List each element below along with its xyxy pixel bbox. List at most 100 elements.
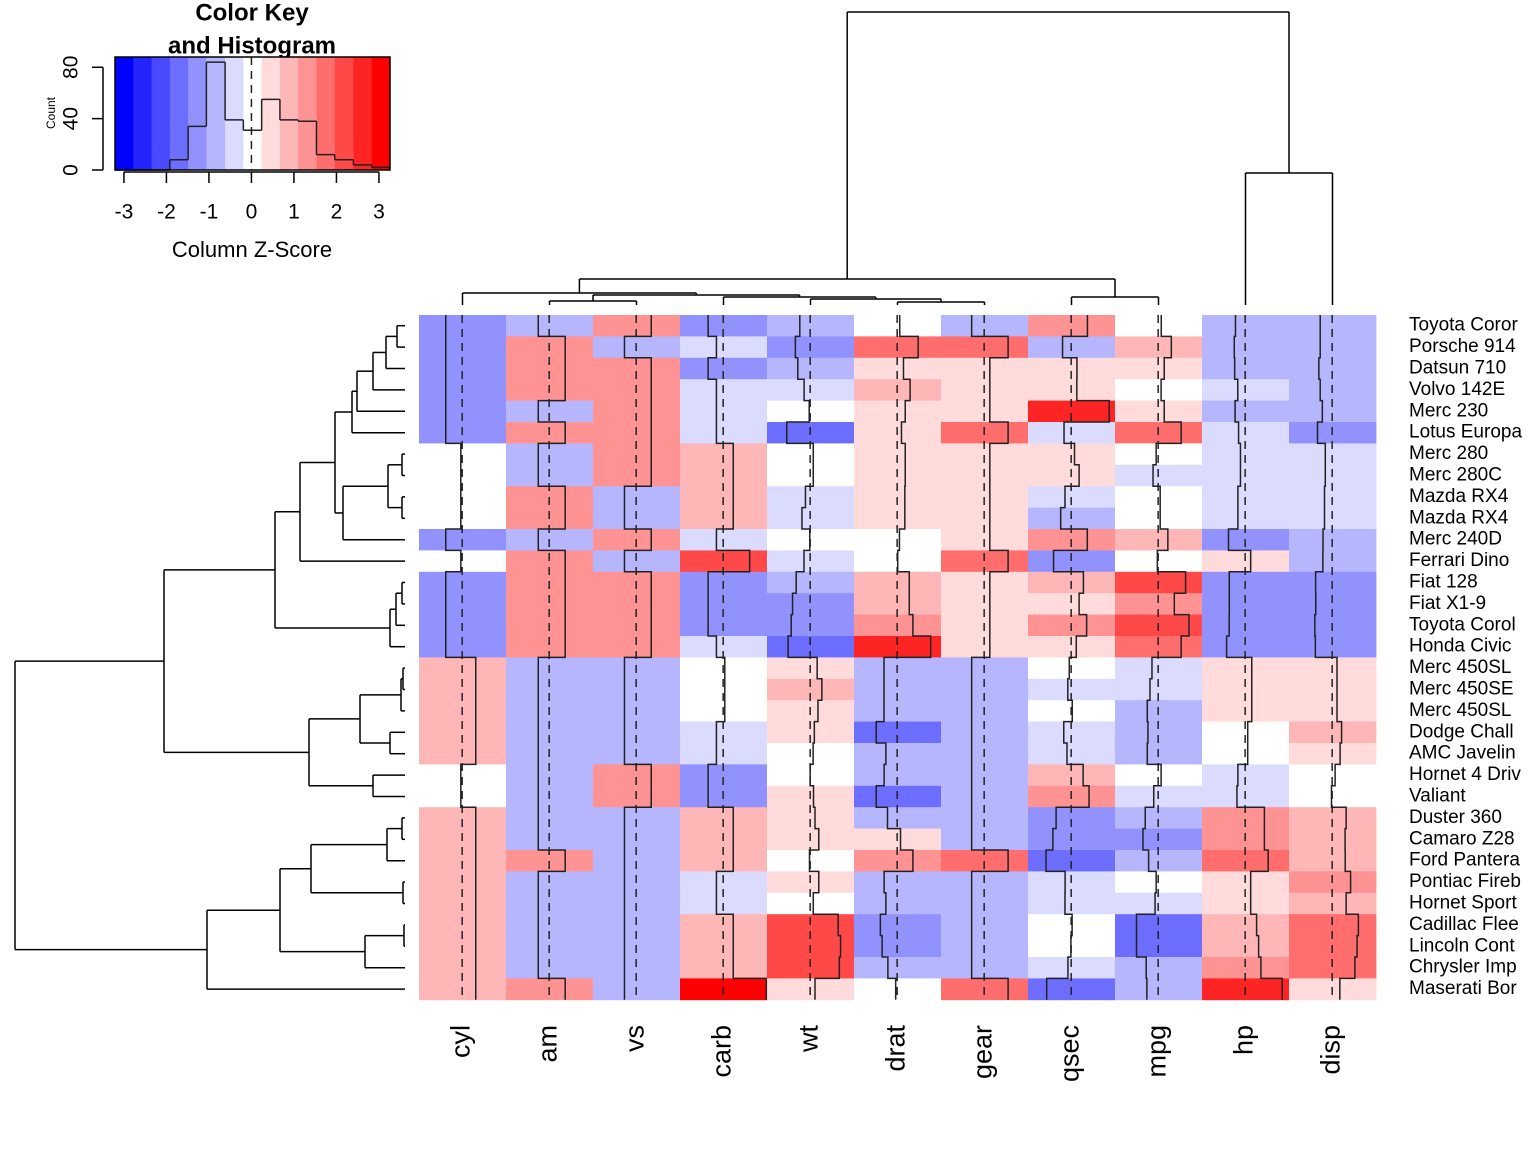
heatmap-cell bbox=[506, 957, 594, 979]
heatmap-cell bbox=[1028, 550, 1116, 573]
key-y-label: Count bbox=[44, 96, 58, 129]
column-label: gear bbox=[968, 1025, 998, 1079]
heatmap-cell bbox=[1115, 850, 1203, 872]
heatmap-cell bbox=[680, 357, 768, 380]
heatmap-cell bbox=[419, 357, 507, 380]
heatmap-cell bbox=[767, 678, 855, 701]
heatmap-cell bbox=[593, 636, 681, 658]
heatmap-cell bbox=[767, 357, 855, 380]
heatmap-cell bbox=[680, 593, 768, 615]
row-label: Merc 450SL bbox=[1409, 700, 1511, 721]
row-label: AMC Javelin bbox=[1409, 743, 1516, 764]
heatmap-cell bbox=[1115, 443, 1203, 466]
key-title: Color Key bbox=[195, 0, 309, 26]
column-label: mpg bbox=[1142, 1025, 1172, 1078]
heatmap-cell bbox=[767, 550, 855, 573]
key-title: and Histogram bbox=[168, 32, 336, 59]
heatmap-cell bbox=[1028, 357, 1116, 380]
heatmap-cell bbox=[767, 850, 855, 872]
column-trace bbox=[623, 315, 652, 1000]
heatmap-cell bbox=[1202, 807, 1290, 829]
heatmap-cell bbox=[680, 914, 768, 936]
heatmap-cell bbox=[941, 357, 1029, 380]
key-color bbox=[115, 57, 134, 170]
row-label: Mazda RX4 bbox=[1409, 507, 1509, 528]
heatmap-cell bbox=[1115, 957, 1203, 979]
row-label: Honda Civic bbox=[1409, 636, 1511, 657]
heatmap-cell bbox=[680, 764, 768, 787]
heatmap-cell bbox=[854, 400, 942, 423]
heatmap-cell bbox=[593, 957, 681, 979]
heatmap-cell bbox=[1202, 636, 1290, 658]
heatmap-cell bbox=[1115, 593, 1203, 615]
row-label: Duster 360 bbox=[1409, 807, 1502, 828]
heatmap-cell bbox=[854, 315, 942, 337]
key-color bbox=[371, 57, 391, 170]
heatmap-cell bbox=[1115, 764, 1203, 787]
heatmap-cell bbox=[419, 550, 507, 573]
heatmap-cell bbox=[1202, 550, 1290, 573]
heatmap-cell bbox=[1115, 357, 1203, 380]
column-label: drat bbox=[881, 1025, 911, 1072]
key-color bbox=[353, 57, 373, 170]
heatmap-cell bbox=[419, 593, 507, 615]
column-trace bbox=[970, 315, 1009, 1000]
heatmap-cell bbox=[419, 957, 507, 979]
heatmap-cell bbox=[593, 850, 681, 872]
heatmap-cell bbox=[1028, 764, 1116, 787]
heatmap-cell bbox=[593, 678, 681, 701]
row-label: Ferrari Dino bbox=[1409, 550, 1509, 571]
heatmap-cell bbox=[506, 636, 594, 658]
heatmap-cell bbox=[506, 678, 594, 701]
key-x-tick-label: -2 bbox=[157, 201, 176, 224]
row-label: Lotus Europa bbox=[1409, 422, 1522, 443]
heatmap-cell bbox=[1115, 550, 1203, 573]
heatmap-cell bbox=[941, 315, 1029, 337]
row-label: Toyota Corol bbox=[1409, 614, 1516, 635]
heatmap-cell bbox=[1028, 957, 1116, 979]
row-label: Volvo 142E bbox=[1409, 379, 1505, 400]
heatmap-cell bbox=[1028, 850, 1116, 872]
heatmap-cell bbox=[854, 914, 942, 936]
key-x-tick-label: -1 bbox=[200, 201, 219, 224]
heatmap-cell bbox=[1202, 400, 1290, 423]
heatmap-cell bbox=[1289, 550, 1377, 573]
heatmap-cell bbox=[680, 678, 768, 701]
column-trace bbox=[537, 315, 566, 1000]
column-label: am bbox=[533, 1025, 563, 1063]
row-label: Porsche 914 bbox=[1409, 336, 1516, 357]
heatmap-cell bbox=[506, 443, 594, 466]
key-x-tick-label: 2 bbox=[331, 201, 343, 224]
heatmap-cell bbox=[941, 678, 1029, 701]
heatmap-cell bbox=[854, 850, 942, 872]
column-trace bbox=[1135, 315, 1190, 1000]
row-label: Dodge Chall bbox=[1409, 721, 1514, 742]
heatmap-cell bbox=[1289, 721, 1377, 744]
heatmap-cell bbox=[593, 443, 681, 466]
key-color bbox=[279, 57, 299, 170]
heatmap-cell bbox=[941, 764, 1029, 787]
key-color bbox=[298, 57, 317, 170]
row-label: Valiant bbox=[1409, 786, 1466, 807]
heatmap-cell bbox=[1289, 914, 1377, 936]
heatmap-cell bbox=[767, 914, 855, 936]
heatmap-cell bbox=[680, 550, 768, 573]
key-color bbox=[261, 57, 281, 170]
heatmap-cell bbox=[941, 957, 1029, 979]
heatmap-cell bbox=[767, 443, 855, 466]
heatmap-cell bbox=[767, 807, 855, 829]
heatmap-cell bbox=[854, 678, 942, 701]
row-label: Maserati Bor bbox=[1409, 978, 1517, 999]
heatmap-cell bbox=[506, 721, 594, 744]
row-label: Merc 240D bbox=[1409, 529, 1502, 550]
heatmap-cell bbox=[1289, 400, 1377, 423]
heatmap-cell bbox=[854, 443, 942, 466]
key-x-tick-label: -3 bbox=[115, 201, 134, 224]
column-trace bbox=[445, 315, 477, 1000]
key-color bbox=[316, 57, 336, 170]
heatmap-cell bbox=[1289, 764, 1377, 787]
row-label: Pontiac Fireb bbox=[1409, 871, 1521, 892]
heatmap-cell bbox=[1289, 807, 1377, 829]
key-frame bbox=[114, 56, 391, 171]
heatmap-cell bbox=[1202, 315, 1290, 337]
